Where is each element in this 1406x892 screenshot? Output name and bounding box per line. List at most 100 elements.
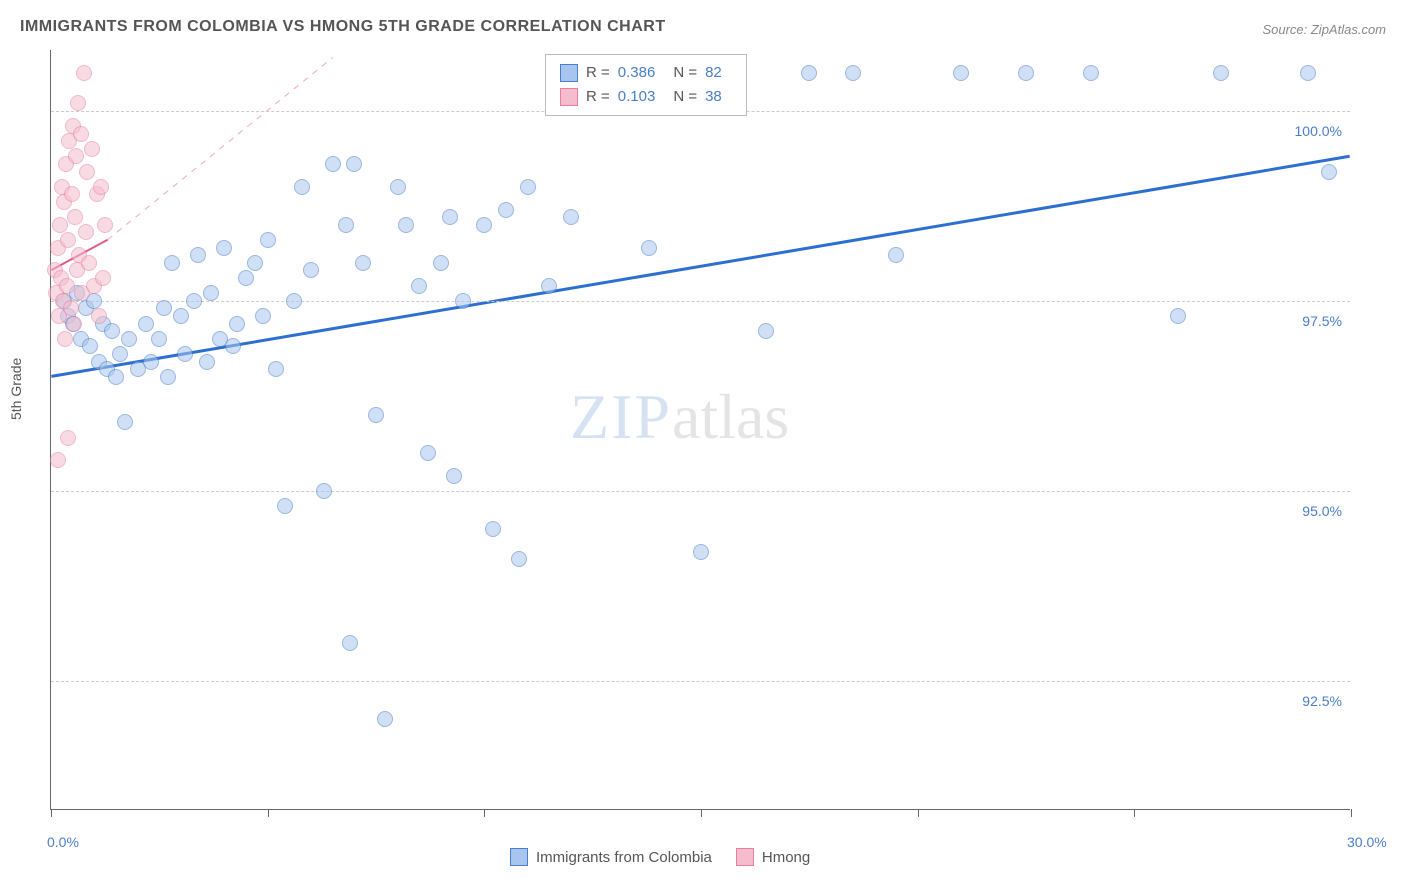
x-tick	[701, 809, 702, 817]
data-point	[50, 452, 66, 468]
x-tick-label: 30.0%	[1347, 834, 1387, 850]
data-point	[541, 278, 557, 294]
gridline	[51, 681, 1350, 682]
data-point	[108, 369, 124, 385]
legend-label: Immigrants from Colombia	[536, 849, 712, 866]
data-point	[1083, 65, 1099, 81]
data-point	[73, 126, 89, 142]
data-point	[82, 338, 98, 354]
data-point	[66, 316, 82, 332]
data-point	[433, 255, 449, 271]
data-point	[81, 255, 97, 271]
data-point	[260, 232, 276, 248]
legend-label: Hmong	[762, 849, 810, 866]
data-point	[117, 414, 133, 430]
data-point	[247, 255, 263, 271]
data-point	[63, 300, 79, 316]
data-point	[1321, 164, 1337, 180]
data-point	[420, 445, 436, 461]
y-tick-label: 95.0%	[1302, 503, 1342, 519]
legend-row-colombia: R = 0.386 N = 82	[560, 61, 732, 85]
data-point	[1300, 65, 1316, 81]
legend-row-hmong: R = 0.103 N = 38	[560, 85, 732, 109]
data-point	[390, 179, 406, 195]
data-point	[104, 323, 120, 339]
data-point	[1170, 308, 1186, 324]
data-point	[455, 293, 471, 309]
data-point	[286, 293, 302, 309]
trend-line	[108, 58, 333, 240]
data-point	[216, 240, 232, 256]
data-point	[138, 316, 154, 332]
data-point	[203, 285, 219, 301]
data-point	[156, 300, 172, 316]
data-point	[177, 346, 193, 362]
data-point	[164, 255, 180, 271]
data-point	[60, 430, 76, 446]
data-point	[91, 308, 107, 324]
data-point	[79, 164, 95, 180]
data-point	[442, 209, 458, 225]
data-point	[70, 95, 86, 111]
chart-title: IMMIGRANTS FROM COLOMBIA VS HMONG 5TH GR…	[20, 18, 666, 36]
y-tick-label: 100.0%	[1295, 123, 1342, 139]
y-tick-label: 97.5%	[1302, 313, 1342, 329]
trend-line	[51, 156, 1349, 376]
data-point	[76, 65, 92, 81]
data-point	[93, 179, 109, 195]
data-point	[342, 635, 358, 651]
data-point	[160, 369, 176, 385]
data-point	[238, 270, 254, 286]
data-point	[563, 209, 579, 225]
data-point	[693, 544, 709, 560]
data-point	[121, 331, 137, 347]
plot-area: 92.5%95.0%97.5%100.0%0.0%30.0%	[50, 50, 1350, 810]
data-point	[511, 551, 527, 567]
data-point	[845, 65, 861, 81]
data-point	[498, 202, 514, 218]
data-point	[60, 232, 76, 248]
data-point	[112, 346, 128, 362]
data-point	[1018, 65, 1034, 81]
data-point	[59, 278, 75, 294]
n-value: 82	[705, 61, 722, 85]
data-point	[485, 521, 501, 537]
data-point	[78, 224, 94, 240]
legend-item-hmong: Hmong	[736, 848, 810, 866]
data-point	[641, 240, 657, 256]
data-point	[801, 65, 817, 81]
data-point	[64, 186, 80, 202]
r-label: R =	[586, 85, 610, 109]
swatch-icon	[560, 88, 578, 106]
x-tick	[1351, 809, 1352, 817]
data-point	[277, 498, 293, 514]
data-point	[303, 262, 319, 278]
data-point	[143, 354, 159, 370]
data-point	[520, 179, 536, 195]
data-point	[346, 156, 362, 172]
data-point	[325, 156, 341, 172]
data-point	[52, 217, 68, 233]
data-point	[68, 148, 84, 164]
swatch-icon	[736, 848, 754, 866]
data-point	[316, 483, 332, 499]
data-point	[67, 209, 83, 225]
x-tick	[484, 809, 485, 817]
data-point	[758, 323, 774, 339]
legend-item-colombia: Immigrants from Colombia	[510, 848, 712, 866]
data-point	[95, 270, 111, 286]
gridline	[51, 491, 1350, 492]
data-point	[151, 331, 167, 347]
data-point	[190, 247, 206, 263]
data-point	[199, 354, 215, 370]
n-value: 38	[705, 85, 722, 109]
data-point	[268, 361, 284, 377]
data-point	[255, 308, 271, 324]
data-point	[173, 308, 189, 324]
r-value: 0.386	[618, 61, 656, 85]
n-label: N =	[673, 85, 697, 109]
data-point	[294, 179, 310, 195]
y-tick-label: 92.5%	[1302, 693, 1342, 709]
r-value: 0.103	[618, 85, 656, 109]
data-point	[97, 217, 113, 233]
